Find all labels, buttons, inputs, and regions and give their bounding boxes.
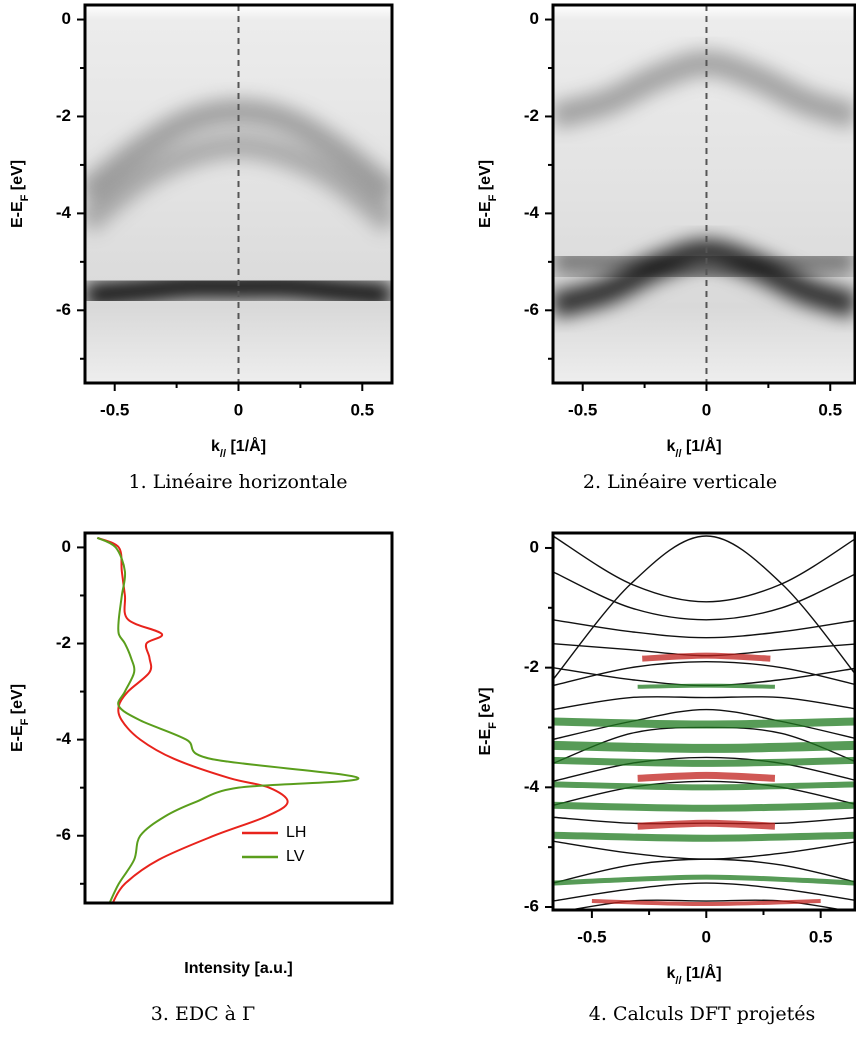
y-tick-label: -6: [524, 300, 539, 319]
dft-band: [553, 882, 855, 902]
plot-area: [553, 533, 855, 910]
plot-area: [85, 5, 392, 383]
y-tick-label: -6: [524, 896, 539, 915]
x-axis-label-part: //: [675, 448, 681, 460]
projected-band: [637, 819, 776, 830]
y-axis-label-part: F: [487, 194, 499, 201]
caption: 3. EDC à Γ: [151, 1003, 255, 1025]
y-tick-label: 0: [530, 9, 539, 28]
y-tick-label: -4: [524, 777, 540, 796]
projected-band: [591, 899, 821, 907]
legend-label: LH: [286, 824, 306, 841]
projected-band: [553, 781, 855, 791]
x-axis-label: k// [1/Å]: [211, 436, 266, 460]
y-axis-label-part: [eV]: [477, 687, 494, 722]
x-tick-label: -0.5: [100, 400, 129, 419]
y-axis-label: E-EF [eV]: [477, 687, 499, 755]
dft-band: [553, 619, 855, 639]
projected-band: [637, 683, 775, 689]
dft-band: [553, 756, 855, 783]
caption: 2. Linéaire verticale: [583, 471, 777, 493]
plot-frame: [83, 531, 394, 905]
projected-band: [553, 740, 855, 753]
intensity-band: [553, 248, 855, 285]
y-tick-label: -6: [56, 300, 71, 319]
x-axis-label: k// [1/Å]: [666, 963, 721, 987]
x-tick-label: -0.5: [577, 927, 606, 946]
y-axis-label-part: [eV]: [9, 160, 26, 195]
x-axis-label-part: //: [675, 975, 681, 987]
edc-line: [96, 536, 289, 903]
x-tick-label: 0.5: [809, 927, 833, 946]
x-axis-label-part: k: [211, 438, 220, 455]
projected-band: [642, 652, 771, 662]
y-axis-label-part: F: [19, 718, 31, 725]
x-tick-label: 0.5: [350, 400, 374, 419]
dft-band: [553, 660, 855, 687]
y-tick-label: -6: [56, 825, 71, 844]
y-axis-label-part: F: [487, 722, 499, 729]
projected-band: [553, 831, 855, 842]
y-tick-label: -2: [56, 106, 71, 125]
y-tick-label: -4: [56, 203, 72, 222]
dft-band: [553, 780, 855, 806]
y-tick-label: -4: [524, 203, 540, 222]
y-tick-label: 0: [62, 9, 71, 28]
plot-area: [96, 536, 360, 903]
intensity-band: [85, 132, 392, 234]
plot-frame: [551, 531, 856, 912]
y-axis-label-part: [eV]: [477, 160, 494, 195]
y-axis-label-part: [eV]: [9, 684, 26, 719]
projected-band: [553, 717, 855, 729]
dft-band: [553, 571, 855, 621]
y-tick-label: 0: [530, 537, 539, 556]
x-axis-label-part: k: [666, 438, 675, 455]
caption: 4. Calculs DFT projetés: [589, 1003, 815, 1025]
y-tick-label: -2: [56, 633, 71, 652]
y-axis-label-part: E-E: [477, 729, 494, 756]
x-axis-label-part: [1/Å]: [682, 963, 722, 982]
projected-band: [553, 874, 855, 886]
dft-band: [566, 899, 847, 910]
y-axis-label-part: E-E: [9, 201, 26, 228]
dft-band: [553, 535, 855, 603]
x-axis-label: Intensity [a.u.]: [184, 960, 292, 977]
y-tick-label: -4: [56, 729, 72, 748]
x-tick-label: 0: [702, 927, 711, 946]
plot-area: [553, 5, 855, 383]
y-tick-label: -2: [524, 106, 539, 125]
dft-band: [553, 535, 855, 681]
y-axis-label-part: E-E: [477, 201, 494, 228]
y-axis-label: E-EF [eV]: [477, 160, 499, 228]
y-axis-label: E-EF [eV]: [9, 160, 31, 228]
caption: 1. Linéaire horizontale: [129, 471, 348, 493]
projected-band: [553, 801, 855, 812]
x-tick-label: 0.5: [818, 400, 842, 419]
dft-band: [553, 695, 855, 711]
x-axis-label: k// [1/Å]: [666, 436, 721, 460]
y-tick-label: -2: [524, 657, 539, 676]
dft-band: [553, 858, 855, 884]
legend-label: LV: [286, 848, 305, 865]
x-tick-label: 0: [702, 400, 711, 419]
plot-frame: [551, 3, 856, 385]
x-axis-label-part: k: [666, 965, 675, 982]
intensity-band: [85, 272, 392, 309]
projected-band: [637, 771, 776, 782]
intensity-band: [85, 98, 392, 205]
x-tick-label: 0: [234, 400, 243, 419]
edc-line: [96, 536, 360, 903]
x-axis-label-part: [1/Å]: [682, 436, 722, 455]
dft-band: [553, 708, 855, 741]
x-axis-label-part: [1/Å]: [226, 436, 266, 455]
projected-band: [553, 756, 855, 767]
y-axis-label: E-EF [eV]: [9, 684, 31, 752]
x-tick-label: -0.5: [568, 400, 597, 419]
y-tick-label: 0: [62, 537, 71, 556]
y-axis-label-part: F: [19, 194, 31, 201]
x-axis-label-part: //: [220, 448, 226, 460]
y-axis-label-part: E-E: [9, 725, 26, 752]
